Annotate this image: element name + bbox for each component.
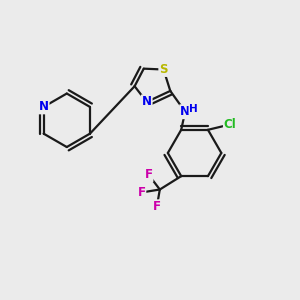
Text: N: N — [180, 105, 190, 118]
Text: Cl: Cl — [224, 118, 237, 131]
Text: N: N — [39, 100, 49, 113]
Text: F: F — [137, 186, 146, 199]
Text: H: H — [189, 104, 198, 114]
Text: S: S — [159, 63, 168, 76]
Text: F: F — [153, 200, 161, 213]
Text: N: N — [142, 95, 152, 108]
Text: F: F — [145, 168, 152, 181]
